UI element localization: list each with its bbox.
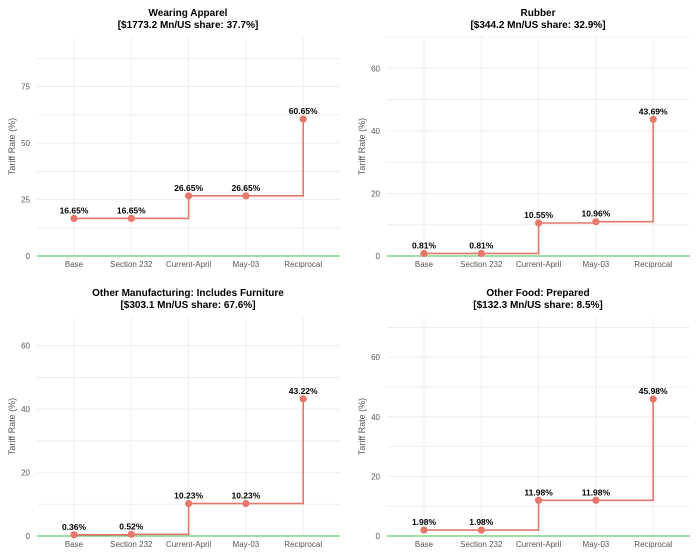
data-label: 26.65%	[174, 183, 203, 193]
chart-panel: Wearing Apparel[$1773.2 Mn/US share: 37.…	[7, 8, 340, 269]
data-point	[299, 395, 307, 403]
x-tick-label: Section 232	[460, 540, 503, 549]
data-point	[242, 192, 250, 200]
data-label: 0.81%	[412, 240, 437, 250]
y-axis-label: Tariff Rate (%)	[7, 118, 17, 175]
data-point	[242, 499, 250, 508]
data-point	[649, 395, 657, 403]
y-tick-label: 60	[371, 64, 380, 73]
chart-panel: Other Food: Prepared[$132.3 Mn/US share:…	[357, 288, 690, 549]
data-point	[592, 496, 600, 504]
data-point	[420, 249, 428, 258]
data-label: 0.52%	[119, 521, 144, 531]
x-tick-label: Reciprocal	[634, 540, 672, 549]
y-tick-label: 0	[26, 252, 31, 261]
x-tick-label: Section 232	[110, 540, 153, 549]
data-point	[185, 192, 193, 200]
data-label: 16.65%	[117, 205, 146, 215]
x-tick-label: Current-April	[166, 260, 212, 269]
y-tick-label: 20	[371, 189, 380, 198]
x-tick-label: Current-April	[516, 260, 562, 269]
y-tick-label: 20	[371, 472, 380, 481]
data-point	[592, 218, 600, 226]
panel-subtitle: [$1773.2 Mn/US share: 37.7%]	[118, 20, 259, 31]
x-tick-label: Current-April	[516, 540, 562, 549]
y-tick-label: 0	[376, 532, 381, 541]
chart-panel: Other Manufacturing: Includes Furniture[…	[7, 288, 340, 549]
data-point	[127, 530, 135, 538]
x-tick-label: May-03	[583, 540, 610, 549]
y-tick-label: 25	[21, 196, 30, 205]
data-label: 26.65%	[231, 183, 260, 193]
panel-title: Wearing Apparel	[149, 8, 228, 19]
data-point	[299, 115, 307, 123]
panel-title: Other Food: Prepared	[486, 288, 589, 299]
x-tick-label: Reciprocal	[284, 260, 322, 269]
x-tick-label: Base	[415, 260, 434, 269]
data-label: 1.98%	[412, 517, 437, 527]
data-label: 43.69%	[639, 106, 668, 116]
y-tick-label: 0	[376, 252, 381, 261]
panel-subtitle: [$344.2 Mn/US share: 32.9%]	[470, 20, 605, 31]
x-tick-label: May-03	[583, 260, 610, 269]
x-tick-label: May-03	[233, 540, 260, 549]
panel-title: Rubber	[521, 8, 556, 19]
x-tick-label: Base	[415, 540, 434, 549]
y-tick-label: 40	[21, 405, 30, 414]
data-label: 11.98%	[582, 487, 611, 497]
data-label: 43.22%	[289, 386, 318, 396]
data-point	[649, 115, 657, 123]
y-tick-label: 40	[371, 127, 380, 136]
data-point	[185, 499, 193, 508]
y-tick-label: 40	[371, 413, 380, 422]
x-tick-label: Section 232	[460, 260, 503, 269]
data-point	[535, 496, 543, 504]
data-label: 10.23%	[231, 491, 260, 501]
y-tick-label: 60	[371, 353, 380, 362]
data-label: 10.96%	[581, 209, 610, 219]
data-point	[535, 219, 543, 227]
data-label: 10.23%	[174, 491, 203, 501]
panel-subtitle: [$132.3 Mn/US share: 8.5%]	[473, 300, 603, 311]
y-tick-label: 0	[26, 532, 31, 541]
x-tick-label: Base	[65, 260, 84, 269]
data-label: 0.36%	[62, 522, 87, 532]
data-label: 0.81%	[469, 240, 494, 250]
data-label: 1.98%	[469, 517, 494, 527]
y-tick-label: 50	[21, 139, 30, 148]
data-point	[477, 526, 485, 534]
data-label: 60.65%	[289, 106, 318, 116]
panel-subtitle: [$303.1 Mn/US share: 67.6%]	[120, 300, 255, 311]
panel-title: Other Manufacturing: Includes Furniture	[92, 288, 284, 299]
x-tick-label: Reciprocal	[284, 540, 322, 549]
y-axis-label: Tariff Rate (%)	[357, 118, 367, 175]
x-tick-label: Base	[65, 540, 84, 549]
data-point	[127, 214, 135, 223]
data-label: 11.98%	[524, 487, 553, 497]
x-tick-label: Current-April	[166, 540, 212, 549]
data-label: 16.65%	[60, 205, 89, 215]
y-tick-label: 75	[21, 83, 30, 92]
data-label: 45.98%	[639, 386, 668, 396]
data-point	[70, 214, 78, 223]
step-line	[424, 119, 654, 255]
chart-panel: Rubber[$344.2 Mn/US share: 32.9%] 0 20 40 60…	[357, 8, 690, 269]
y-tick-label: 60	[21, 342, 30, 351]
data-point	[477, 249, 485, 258]
y-axis-label: Tariff Rate (%)	[357, 398, 367, 455]
y-axis-label: Tariff Rate (%)	[7, 398, 17, 455]
x-tick-label: Section 232	[110, 260, 153, 269]
data-point	[420, 526, 428, 534]
data-label: 10.55%	[524, 210, 553, 220]
x-tick-label: Reciprocal	[634, 260, 672, 269]
x-tick-label: May-03	[233, 260, 260, 269]
data-point	[70, 531, 78, 539]
y-tick-label: 20	[21, 469, 30, 478]
